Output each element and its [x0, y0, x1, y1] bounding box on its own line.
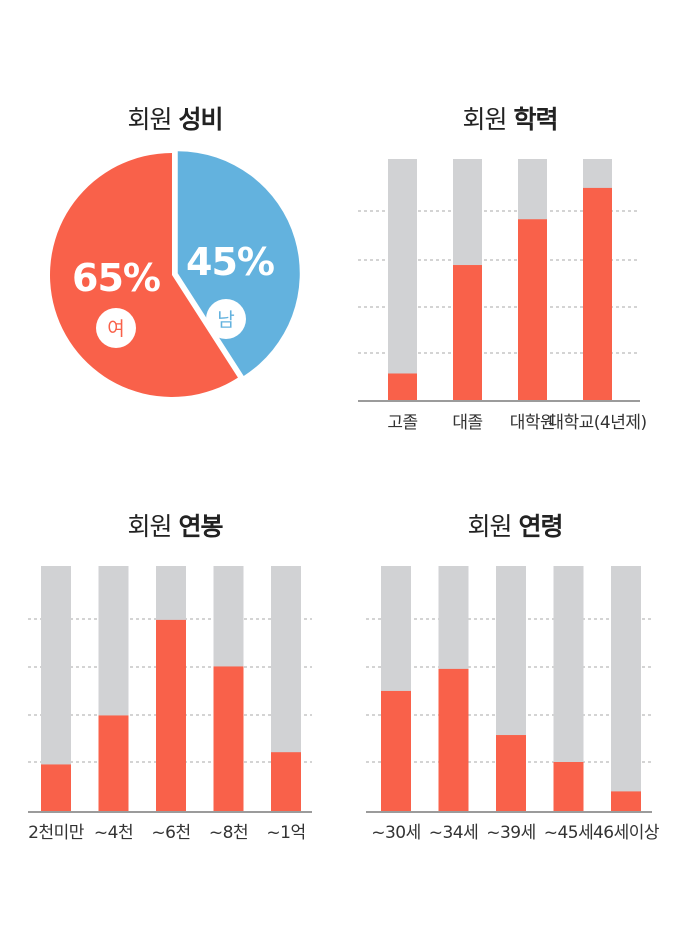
education-bar: [518, 219, 547, 400]
salary-title-main: 연봉: [178, 512, 223, 541]
salary-title: 회원 연봉: [20, 507, 330, 543]
salary-bar: [213, 666, 244, 811]
salary-bar: [156, 619, 186, 811]
salary-tick-label: ~8천: [209, 823, 248, 843]
age-tick-label: ~34세: [429, 823, 479, 843]
pie-badge-male: [206, 299, 246, 339]
age-tick-label: 46세이상: [593, 823, 660, 843]
salary-tick-label: ~1억: [266, 823, 305, 843]
education-tick-label: 고졸: [387, 413, 417, 433]
education-tick-label: 대졸: [452, 413, 482, 433]
age-tick-label: ~45세: [544, 823, 594, 843]
age-title-prefix: 회원: [467, 512, 513, 541]
education-panel: 회원 학력 고졸 대졸 대학원 대학교(4년제): [350, 95, 670, 445]
education-bar: [583, 187, 612, 400]
gender-title: 회원 성비: [40, 100, 310, 136]
age-panel: 회원 연령 ~30세 ~34세 ~39세 ~45세 46세이상: [360, 505, 670, 855]
age-title-main: 연령: [518, 512, 563, 541]
age-bar: [381, 690, 411, 811]
age-bar: [553, 762, 584, 811]
pie-category-label-female: 여: [107, 318, 124, 340]
age-bar-chart: ~30세 ~34세 ~39세 ~45세 46세이상: [366, 566, 660, 843]
gender-title-prefix: 회원: [127, 105, 173, 134]
salary-title-prefix: 회원: [127, 512, 173, 541]
age-tick-label: ~30세: [371, 823, 421, 843]
salary-bar: [271, 752, 301, 811]
education-title: 회원 학력: [350, 100, 670, 136]
age-title: 회원 연령: [360, 507, 670, 543]
salary-bar-chart: 2천미만 ~4천 ~6천 ~8천 ~1억: [28, 566, 312, 843]
education-tick-label: 대학원: [510, 413, 555, 433]
salary-bar: [98, 715, 129, 811]
education-bar: [453, 265, 482, 400]
salary-tick-label: 2천미만: [28, 823, 85, 843]
age-bar: [611, 791, 641, 811]
education-title-prefix: 회원: [462, 105, 508, 134]
gender-title-main: 성비: [178, 105, 223, 134]
gender-pie-chart: 65% 45% 여 남: [49, 151, 300, 397]
salary-tick-label: ~6천: [151, 823, 190, 843]
education-tick-label: 대학교(4년제): [548, 413, 646, 433]
salary-panel: 회원 연봉 2천미만 ~4천 ~6천 ~8천 ~1억: [20, 505, 330, 855]
salary-bar: [41, 764, 71, 811]
age-bar: [438, 668, 469, 811]
education-bar-track: [388, 159, 417, 400]
pie-value-label-female: 65%: [72, 256, 160, 300]
pie-badge-female: [96, 308, 136, 348]
age-bar-track: [611, 566, 641, 811]
gender-panel: 회원 성비 65% 45% 여 남: [40, 95, 310, 415]
pie-category-label-male: 남: [217, 309, 234, 331]
education-bar: [388, 373, 417, 400]
pie-slice-female: [49, 152, 238, 397]
age-bar: [496, 735, 526, 811]
education-title-main: 학력: [513, 105, 558, 134]
age-tick-label: ~39세: [486, 823, 536, 843]
pie-value-label-male: 45%: [186, 240, 274, 284]
salary-tick-label: ~4천: [94, 823, 133, 843]
